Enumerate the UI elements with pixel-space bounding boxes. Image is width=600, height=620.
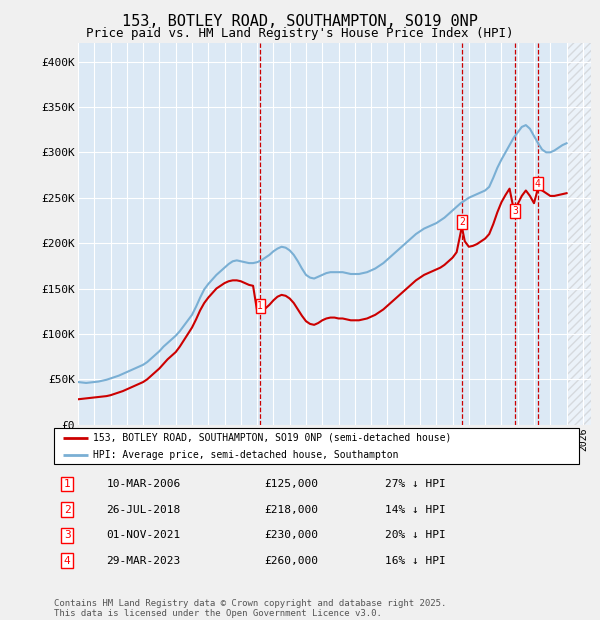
Text: 3: 3 [512,206,518,216]
Text: 16% ↓ HPI: 16% ↓ HPI [385,556,445,565]
Text: 1: 1 [64,479,71,489]
Text: Price paid vs. HM Land Registry's House Price Index (HPI): Price paid vs. HM Land Registry's House … [86,27,514,40]
Text: 10-MAR-2006: 10-MAR-2006 [107,479,181,489]
Text: £260,000: £260,000 [264,556,318,565]
Text: HPI: Average price, semi-detached house, Southampton: HPI: Average price, semi-detached house,… [94,450,399,460]
FancyBboxPatch shape [54,428,579,464]
Text: 27% ↓ HPI: 27% ↓ HPI [385,479,445,489]
Text: 153, BOTLEY ROAD, SOUTHAMPTON, SO19 0NP (semi-detached house): 153, BOTLEY ROAD, SOUTHAMPTON, SO19 0NP … [94,433,452,443]
Text: 4: 4 [535,179,541,188]
Text: Contains HM Land Registry data © Crown copyright and database right 2025.
This d: Contains HM Land Registry data © Crown c… [54,599,446,618]
Text: 26-JUL-2018: 26-JUL-2018 [107,505,181,515]
Text: 4: 4 [64,556,71,565]
Text: £218,000: £218,000 [264,505,318,515]
Text: 153, BOTLEY ROAD, SOUTHAMPTON, SO19 0NP: 153, BOTLEY ROAD, SOUTHAMPTON, SO19 0NP [122,14,478,29]
Text: 20% ↓ HPI: 20% ↓ HPI [385,530,445,540]
Text: 3: 3 [64,530,71,540]
Text: 01-NOV-2021: 01-NOV-2021 [107,530,181,540]
Text: £125,000: £125,000 [264,479,318,489]
Text: £230,000: £230,000 [264,530,318,540]
Text: 2: 2 [64,505,71,515]
Text: 14% ↓ HPI: 14% ↓ HPI [385,505,445,515]
Text: 1: 1 [257,301,263,311]
Text: 29-MAR-2023: 29-MAR-2023 [107,556,181,565]
Text: 2: 2 [459,217,465,227]
